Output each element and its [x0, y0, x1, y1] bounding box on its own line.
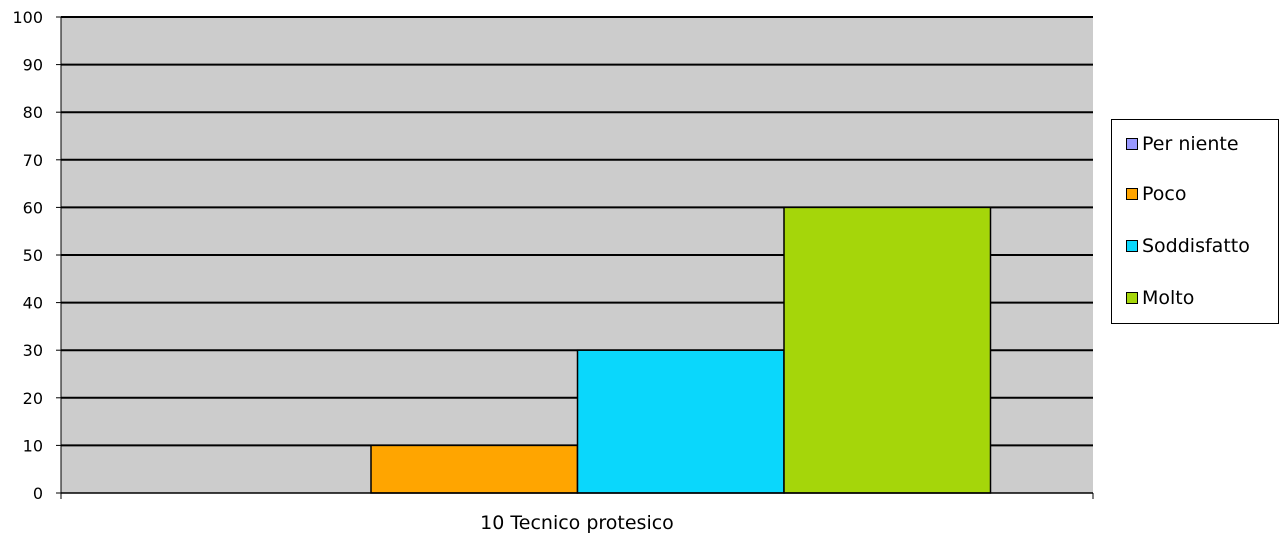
- legend-item-soddisfatto: Soddisfatto: [1126, 234, 1250, 258]
- y-tick-label: 80: [23, 103, 43, 122]
- legend-swatch: [1126, 138, 1138, 150]
- y-tick-label: 30: [23, 341, 43, 360]
- legend-label: Molto: [1142, 287, 1195, 309]
- legend-label: Per niente: [1142, 133, 1239, 155]
- y-tick-label: 0: [33, 484, 43, 503]
- x-tick-label: 10 Tecnico protesico: [480, 512, 674, 533]
- y-tick-label: 10: [23, 436, 43, 455]
- bars: [370, 206, 992, 494]
- y-tick-label: 100: [12, 8, 43, 27]
- y-tick-label: 70: [23, 151, 43, 170]
- legend-label: Poco: [1142, 183, 1187, 205]
- bar-molto: [783, 206, 992, 494]
- y-tick-label: 90: [23, 56, 43, 75]
- y-tick-label: 60: [23, 198, 43, 217]
- legend-swatch: [1126, 240, 1138, 252]
- legend-item-molto: Molto: [1126, 286, 1194, 310]
- bar-soddisfatto: [576, 349, 785, 494]
- y-tick-label: 50: [23, 246, 43, 265]
- legend-swatch: [1126, 292, 1138, 304]
- x-axis: 10 Tecnico protesico: [60, 492, 1094, 533]
- y-tick-label: 20: [23, 389, 43, 408]
- legend: Per niente Poco Soddisfatto Molto: [1111, 119, 1279, 324]
- legend-label: Soddisfatto: [1142, 235, 1250, 257]
- legend-item-per-niente: Per niente: [1126, 132, 1239, 156]
- bar-poco: [370, 444, 579, 494]
- y-axis: 0 10 20 30 40 50 60 70 80 90 100: [12, 8, 62, 503]
- legend-swatch: [1126, 188, 1138, 200]
- y-tick-label: 40: [23, 294, 43, 313]
- legend-item-poco: Poco: [1126, 182, 1186, 206]
